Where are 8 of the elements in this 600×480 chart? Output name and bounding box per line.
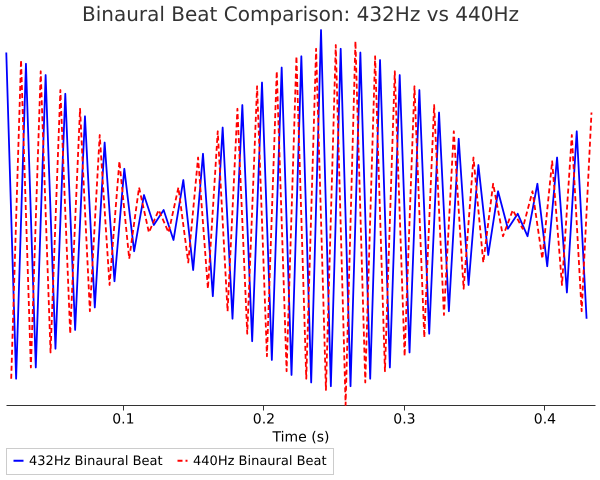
legend-label: 440Hz Binaural Beat bbox=[193, 454, 327, 469]
legend-label: 432Hz Binaural Beat bbox=[29, 454, 163, 469]
x-tick-label: 0.3 bbox=[393, 412, 416, 428]
x-tick-label: 0.2 bbox=[252, 412, 276, 428]
x-tick-label: 0.4 bbox=[534, 412, 556, 428]
x-axis-title: Time (s) bbox=[272, 430, 330, 446]
chart-title: Binaural Beat Comparison: 432Hz vs 440Hz bbox=[82, 2, 519, 26]
x-tick-label: 0.1 bbox=[112, 412, 135, 428]
